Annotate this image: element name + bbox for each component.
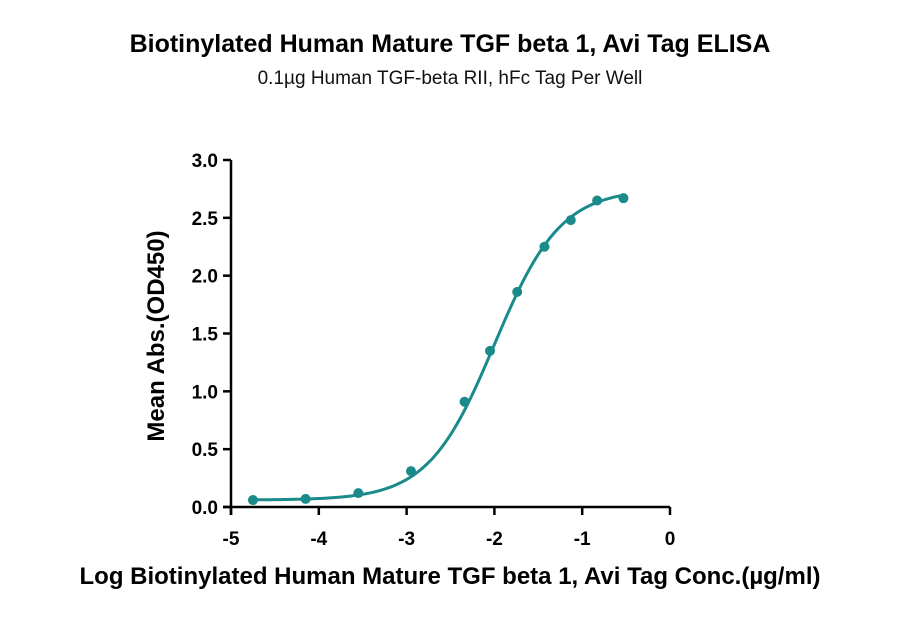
chart-subtitle: 0.1µg Human TGF-beta RII, hFc Tag Per We… — [257, 68, 643, 89]
y-tick-label: 0.5 — [192, 440, 219, 461]
x-tick-label: -1 — [574, 529, 591, 550]
y-tick-label: 1.5 — [192, 325, 219, 346]
data-point — [485, 345, 496, 356]
y-axis-label: Mean Abs.(OD450) — [143, 230, 170, 442]
data-point — [353, 488, 364, 499]
y-tick-label: 2.0 — [192, 267, 218, 288]
fit-curve — [252, 193, 624, 502]
data-point — [459, 396, 470, 407]
chart-title: Biotinylated Human Mature TGF beta 1, Av… — [129, 30, 771, 58]
data-point — [618, 193, 629, 204]
data-point — [512, 286, 523, 297]
x-tick-label: -2 — [486, 529, 503, 550]
data-point — [405, 466, 416, 477]
y-tick-label: 3.0 — [192, 151, 218, 172]
data-point — [592, 195, 603, 206]
data-point — [300, 493, 311, 504]
x-tick-label: -4 — [310, 529, 327, 550]
x-tick-label: -5 — [223, 529, 240, 550]
x-axis-label: Log Biotinylated Human Mature TGF beta 1… — [79, 563, 821, 590]
data-point — [565, 215, 576, 226]
data-point — [247, 495, 258, 506]
data-point — [539, 241, 550, 252]
x-tick-label: -3 — [398, 529, 415, 550]
y-tick-label: 2.5 — [192, 209, 219, 230]
x-tick-label: 0 — [665, 529, 676, 550]
y-tick-label: 1.0 — [192, 382, 218, 403]
y-tick-label: 0.0 — [192, 498, 218, 519]
